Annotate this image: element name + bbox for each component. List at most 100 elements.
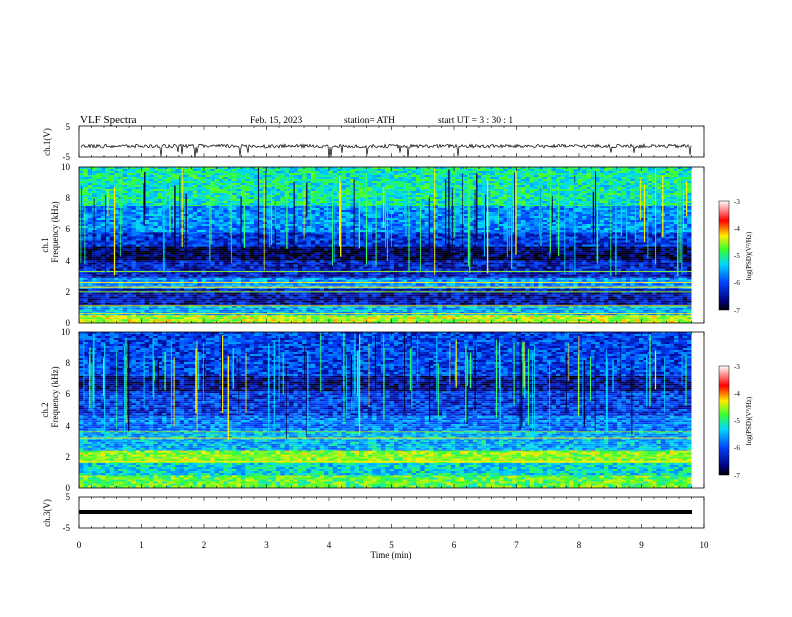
spectrogram-cell (118, 277, 123, 278)
spectrogram-cell (390, 267, 395, 269)
spectrogram-cell (167, 249, 172, 251)
spectrogram-cell (79, 265, 84, 267)
spectrogram-cell (337, 275, 342, 277)
spectrogram-cell (223, 303, 228, 305)
spectrogram-cell (490, 315, 495, 317)
spectrogram-cell (398, 295, 403, 297)
spectrogram-cell (188, 247, 193, 249)
spectrogram-cell (97, 315, 102, 317)
spectrogram-cell (381, 308, 386, 310)
spectrogram-cell (429, 295, 434, 297)
spectrogram-cell (145, 303, 150, 305)
spectrogram-cell (162, 278, 167, 280)
spectrogram-cell (363, 265, 368, 267)
spectrogram-cell (412, 278, 417, 280)
spectrogram-cell (394, 297, 399, 299)
spectrogram-cell (648, 284, 653, 286)
spectrogram-cell (674, 308, 679, 310)
spectrogram-cell (412, 308, 417, 310)
spectrogram-cell (342, 280, 347, 282)
spectrogram-cell (241, 265, 246, 267)
spectrogram-cell (635, 265, 640, 267)
spectrogram-cell (140, 303, 145, 305)
spectrogram-cell (438, 273, 443, 275)
spectrogram-cell (363, 301, 368, 303)
spectrogram-cell (105, 303, 110, 305)
spectrogram-cell (425, 249, 430, 251)
spectrogram-cell (132, 319, 137, 321)
spectrogram-cell (263, 308, 268, 310)
ch1-wave-ytick-top: 5 (66, 122, 71, 132)
spectrogram-cell (683, 275, 688, 277)
spectrogram-cell (608, 277, 613, 278)
spectrogram-cell (88, 315, 93, 317)
spectrogram-cell (556, 277, 561, 278)
spectrogram-cell (171, 284, 176, 286)
spectrogram-cell (687, 263, 692, 265)
spectrogram-cell (687, 280, 692, 282)
spectrogram-cell (350, 289, 355, 291)
spectrogram-cell (394, 261, 399, 263)
spectrogram-cell (153, 284, 158, 286)
spectrogram-cell (626, 247, 631, 249)
spectrogram-cell (333, 317, 338, 319)
spectrogram-cell (254, 299, 259, 301)
spectrogram-cell (512, 303, 517, 305)
spectrogram-cell (206, 280, 211, 282)
spectrogram-cell (657, 310, 662, 312)
spectrogram-cell (652, 269, 657, 271)
spectrogram-cell (285, 315, 290, 317)
spectrogram-cell (315, 289, 320, 291)
spectrogram-cell (530, 263, 535, 265)
spectrogram-cell (429, 289, 434, 291)
spectrogram-cell (473, 301, 478, 303)
spectrogram-cell (495, 261, 500, 263)
spectrogram-cell (670, 249, 675, 251)
spectrogram-cell (464, 301, 469, 303)
spectrogram-cell (97, 280, 102, 282)
spectrogram-cell (595, 295, 600, 297)
spectrogram-cell (381, 278, 386, 280)
spectrogram-cell (657, 280, 662, 282)
spectrogram-cell (158, 263, 163, 265)
spectrogram-cell (587, 273, 592, 275)
spectrogram-cell (149, 319, 154, 321)
spectrogram-cell (442, 273, 447, 275)
spectrogram-cell (346, 293, 351, 295)
spectrogram-cell (92, 277, 97, 278)
spectrogram-cell (385, 315, 390, 317)
spectrogram-cell (490, 317, 495, 319)
spectrogram-cell (372, 299, 377, 301)
spectrogram-cell (101, 249, 106, 251)
spectrogram-cell (250, 295, 255, 297)
spectrogram-cell (565, 284, 570, 286)
spectrogram-cell (687, 269, 692, 271)
spectrogram-cell (569, 303, 574, 305)
spectrogram-cell (145, 247, 150, 249)
spectrogram-cell (442, 263, 447, 265)
spectrogram-cell (272, 261, 277, 263)
spectrogram-cell (648, 280, 653, 282)
spectrogram-cell (328, 308, 333, 310)
spectrogram-cell (455, 308, 460, 310)
spectrogram-cell (180, 278, 185, 280)
spectrogram-cell (543, 295, 548, 297)
spectrogram-cell (188, 275, 193, 277)
spectrogram-cell (657, 308, 662, 310)
spectrogram-cell (276, 297, 281, 299)
spectrogram-cell (372, 280, 377, 282)
spectrogram-cell (451, 293, 456, 295)
spectrogram-cell (254, 280, 259, 282)
spectrogram-cell (162, 319, 167, 321)
spectrogram-cell (622, 297, 627, 299)
spectrogram-cell (97, 308, 102, 310)
spectrogram-cell (451, 310, 456, 312)
spectrogram-cell (512, 284, 517, 286)
spectrogram-cell (657, 249, 662, 251)
spectrogram-cell (608, 301, 613, 303)
spectrogram-cell (377, 277, 382, 278)
spectrogram-cell (674, 288, 679, 289)
spectrogram-cell (591, 263, 596, 265)
spectrogram-cell (503, 275, 508, 277)
spectrogram-cell (245, 301, 250, 303)
